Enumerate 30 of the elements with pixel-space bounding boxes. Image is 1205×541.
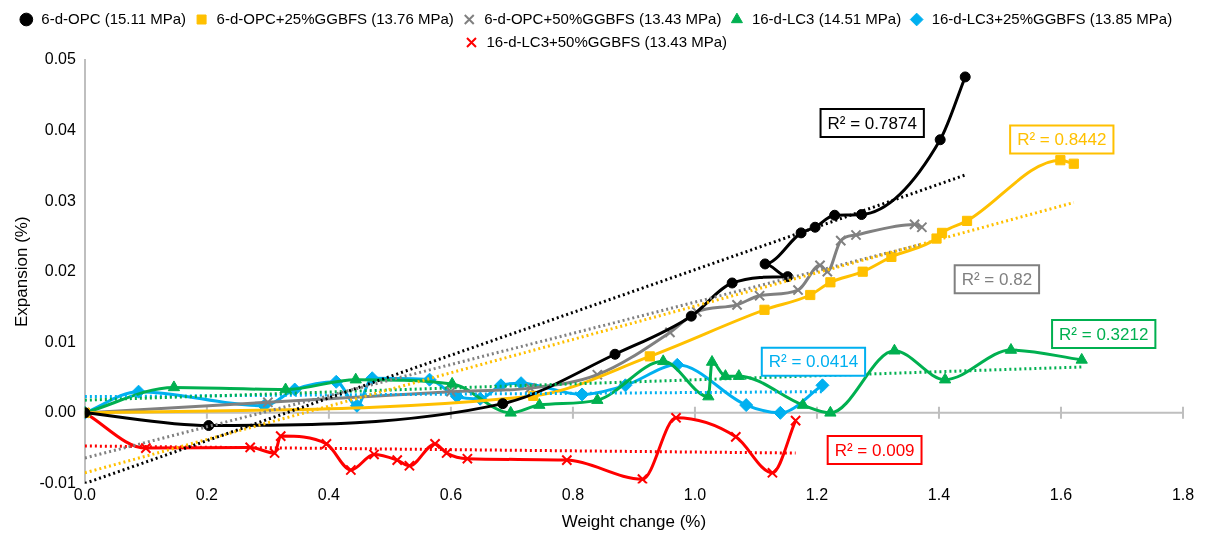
y-tick-label: -0.01 <box>39 473 76 491</box>
y-tick-label: 0.05 <box>44 50 76 68</box>
y-tick-label: 0.00 <box>44 403 76 421</box>
annotation: R² = 0.0414 <box>768 352 859 372</box>
x-tick-label: 1.2 <box>805 486 829 504</box>
legend-label: 6-d-OPC (15.11 MPa) <box>41 9 187 27</box>
annotation: R² = 0.3212 <box>1059 324 1149 344</box>
x-tick-label: 1.0 <box>683 486 707 504</box>
x-tick-label: 0.8 <box>561 486 585 504</box>
x-tick-label: 0.2 <box>195 486 219 504</box>
y-tick-label: 0.03 <box>44 191 76 209</box>
legend-label: 6-d-OPC+50%GGBFS (13.43 MPa) <box>484 9 722 27</box>
y-axis-title: Expansion (%) <box>11 216 31 327</box>
annotation: R² = 0.009 <box>834 440 915 460</box>
annotation: R² = 0.82 <box>961 269 1033 289</box>
y-tick-label: 0.02 <box>44 262 76 280</box>
y-tick-label: 0.04 <box>44 120 76 138</box>
annotation: R² = 0.8442 <box>1017 130 1107 150</box>
x-tick-label: 1.6 <box>1049 486 1073 504</box>
x-axis-title: Weight change (%) <box>561 512 707 532</box>
legend-label: 16-d-LC3+50%GGBFS (13.43 MPa) <box>486 32 728 50</box>
y-tick-label: 0.01 <box>44 332 76 350</box>
x-tick-label: 0.4 <box>317 486 341 504</box>
x-tick-label: 0.6 <box>439 486 463 504</box>
x-tick-label: 1.4 <box>927 486 951 504</box>
legend-label: 6-d-OPC+25%GGBFS (13.76 MPa) <box>216 9 454 27</box>
legend-label: 16-d-LC3 (14.51 MPa) <box>751 9 902 27</box>
legend-label: 16-d-LC3+25%GGBFS (13.85 MPa) <box>931 9 1173 27</box>
annotation: R² = 0.7874 <box>827 113 917 133</box>
x-tick-label: 1.8 <box>1171 486 1195 504</box>
